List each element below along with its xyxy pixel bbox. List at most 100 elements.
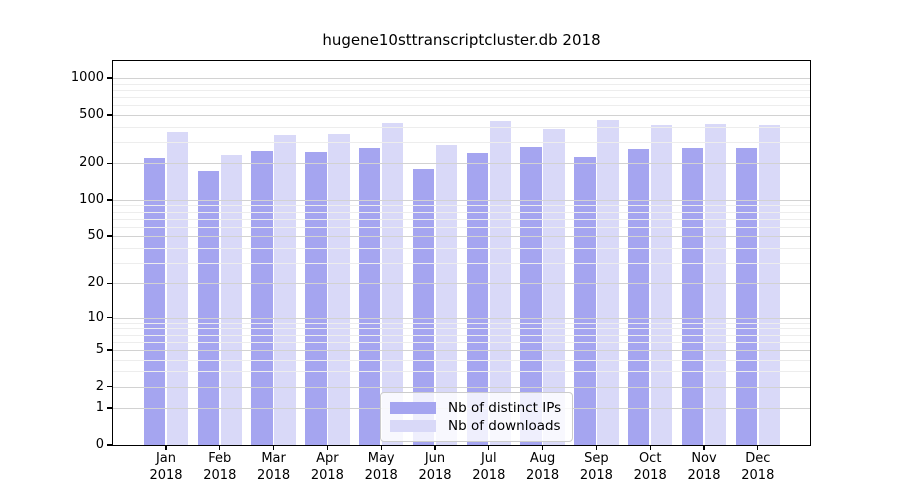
- y-tick-label: 100: [79, 191, 104, 207]
- x-tick-label-apr: Apr 2018: [310, 451, 344, 483]
- x-tick-mark: [541, 445, 544, 450]
- x-tick-mark: [757, 445, 759, 450]
- legend-item-distinct-ips: Nb of distinct IPs: [390, 399, 561, 416]
- plot-area: Nb of distinct IPs Nb of downloads: [112, 60, 811, 446]
- minor-gridline: [113, 89, 810, 91]
- bar-downloads-jul: [489, 121, 512, 445]
- major-gridline: [113, 317, 810, 319]
- x-tick-mark: [165, 445, 167, 450]
- legend-swatch-downloads: [390, 419, 436, 432]
- x-tick-label-dec: Dec 2018: [741, 451, 775, 483]
- minor-gridline: [113, 211, 810, 213]
- bar-distinct-ips-oct: [627, 149, 650, 445]
- y-tick-label: 10: [87, 309, 104, 325]
- minor-gridline: [113, 141, 810, 143]
- bar-distinct-ips-dec: [735, 148, 758, 445]
- bar-distinct-ips-may: [358, 148, 381, 445]
- chart-title: hugene10sttranscriptcluster.db 2018: [322, 31, 601, 49]
- major-gridline: [113, 386, 810, 388]
- legend-item-downloads: Nb of downloads: [390, 417, 561, 434]
- x-tick-mark: [703, 445, 705, 450]
- minor-gridline: [113, 83, 810, 85]
- y-tick-label: 1: [95, 400, 104, 416]
- legend-swatch-distinct-ips: [390, 401, 436, 414]
- x-tick-mark: [326, 445, 329, 450]
- bar-distinct-ips-feb: [197, 170, 220, 445]
- bar-downloads-nov: [704, 123, 727, 445]
- y-tick-label: 0: [95, 437, 104, 452]
- y-tick-mark: [107, 444, 112, 446]
- y-tick-label: 2: [95, 378, 104, 394]
- major-gridline: [113, 236, 810, 238]
- y-tick-label: 1000: [70, 70, 104, 86]
- x-tick-mark: [380, 445, 382, 450]
- x-tick-mark: [595, 445, 598, 450]
- bar-downloads-feb: [220, 155, 243, 445]
- x-tick-label-jan: Jan 2018: [149, 451, 183, 483]
- x-tick-label-may: May 2018: [364, 451, 398, 483]
- major-gridline: [113, 199, 810, 201]
- x-tick-label-feb: Feb 2018: [203, 451, 237, 483]
- bar-downloads-jan: [166, 131, 189, 445]
- minor-gridline: [113, 334, 810, 336]
- y-tick-mark: [107, 162, 112, 164]
- x-tick-label-jul: Jul 2018: [472, 451, 506, 483]
- bar-downloads-jun: [435, 144, 458, 445]
- x-tick-label-sep: Sep 2018: [579, 451, 613, 483]
- bar-distinct-ips-jun: [412, 168, 435, 445]
- y-tick-label: 500: [79, 106, 104, 122]
- major-gridline: [113, 349, 810, 351]
- major-gridline: [113, 78, 810, 80]
- minor-gridline: [113, 205, 810, 207]
- minor-gridline: [113, 359, 810, 361]
- y-tick-mark: [107, 235, 112, 237]
- bar-distinct-ips-aug: [520, 147, 542, 445]
- bar-distinct-ips-nov: [681, 148, 704, 445]
- legend-label-distinct-ips: Nb of distinct IPs: [448, 399, 562, 416]
- y-tick-label: 50: [87, 228, 104, 244]
- major-gridline: [113, 163, 810, 165]
- x-tick-mark: [488, 445, 490, 450]
- minor-gridline: [113, 126, 810, 128]
- x-tick-mark: [219, 445, 221, 450]
- legend: Nb of distinct IPs Nb of downloads: [380, 392, 574, 442]
- x-tick-label-aug: Aug 2018: [526, 451, 560, 483]
- x-tick-label-jun: Jun 2018: [418, 451, 452, 483]
- bar-downloads-aug: [543, 129, 565, 445]
- minor-gridline: [113, 322, 810, 324]
- y-tick-label: 20: [87, 275, 104, 291]
- y-tick-mark: [107, 199, 112, 201]
- minor-gridline: [113, 371, 810, 373]
- minor-gridline: [113, 341, 810, 343]
- bar-distinct-ips-sep: [574, 156, 596, 445]
- y-tick-label: 5: [95, 341, 104, 357]
- y-tick-mark: [107, 282, 112, 284]
- y-tick-mark: [107, 349, 112, 351]
- x-tick-mark: [649, 445, 651, 450]
- x-tick-mark: [272, 445, 275, 450]
- y-tick-label: 200: [79, 155, 104, 171]
- minor-gridline: [113, 218, 810, 220]
- bar-downloads-oct: [650, 124, 673, 445]
- x-tick-label-mar: Mar 2018: [257, 451, 291, 483]
- minor-gridline: [113, 262, 810, 264]
- major-gridline: [113, 283, 810, 285]
- minor-gridline: [113, 226, 810, 228]
- y-tick-mark: [107, 77, 112, 79]
- y-tick-mark: [107, 114, 112, 116]
- minor-gridline: [113, 328, 810, 330]
- y-tick-mark: [107, 385, 112, 388]
- x-tick-mark: [434, 445, 436, 450]
- minor-gridline: [113, 96, 810, 98]
- x-tick-label-oct: Oct 2018: [633, 451, 667, 483]
- bar-downloads-dec: [758, 124, 781, 445]
- legend-label-downloads: Nb of downloads: [448, 417, 561, 434]
- grid-layer: [113, 61, 810, 445]
- bar-distinct-ips-jan: [143, 158, 166, 445]
- bar-downloads-sep: [597, 120, 619, 445]
- minor-gridline: [113, 247, 810, 249]
- y-tick-mark: [107, 316, 112, 319]
- x-tick-label-nov: Nov 2018: [687, 451, 721, 483]
- y-tick-mark: [107, 407, 112, 409]
